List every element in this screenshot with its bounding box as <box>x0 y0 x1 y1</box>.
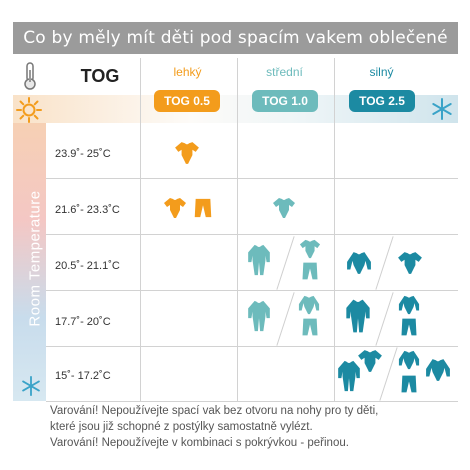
sleeper-icon <box>246 240 272 280</box>
pants-icon <box>399 316 419 338</box>
temperature-side-bar <box>13 123 46 401</box>
tog-badge-heavy: TOG 2.5 <box>349 90 415 112</box>
pants-icon <box>192 196 214 220</box>
snowflake-icon <box>21 376 41 401</box>
pants-icon <box>300 316 320 338</box>
grid-line <box>46 290 458 291</box>
temperature-row-label: 23.9˚- 25˚C <box>55 148 111 160</box>
bodysuit-icon <box>357 348 383 374</box>
divider-slash <box>276 236 295 290</box>
pants-icon <box>300 260 320 282</box>
column-heavy-label: silný <box>369 65 394 79</box>
temperature-row-label: 15˚- 17.2˚C <box>55 370 111 382</box>
column-medium-label: střední <box>266 65 303 79</box>
snowflake-icon <box>431 98 453 125</box>
page-title: Co by měly mít děti pod spacím vakem obl… <box>13 22 458 54</box>
sleeper-icon <box>344 296 372 336</box>
divider-slash <box>375 292 394 346</box>
sun-icon <box>16 97 42 128</box>
pants-icon <box>399 372 419 396</box>
warnings-text: Varování! Nepoužívejte spací vak bez otv… <box>50 403 460 451</box>
longsleeve-icon <box>344 250 374 276</box>
thermometer-icon <box>23 62 37 95</box>
grid-line <box>46 234 458 235</box>
bodysuit-icon <box>299 238 321 260</box>
room-temperature-label: Room Temperature <box>26 190 44 327</box>
tog-header: TOG <box>80 66 120 86</box>
temperature-row-label: 21.6˚- 23.3˚C <box>55 204 120 216</box>
temperature-row-label: 20.5˚- 21.1˚C <box>55 260 120 272</box>
warning-line: Varování! Nepoužívejte v kombinaci s pok… <box>50 437 349 449</box>
longsleeve-icon <box>396 349 422 371</box>
tog-badge-medium: TOG 1.0 <box>252 90 318 112</box>
longsleeve-icon <box>296 294 322 316</box>
grid-line <box>237 58 238 401</box>
longsleeve-icon <box>424 357 452 383</box>
bodysuit-icon <box>397 250 423 276</box>
grid-line <box>334 58 335 401</box>
grid-line <box>46 178 458 179</box>
divider-slash <box>276 292 295 346</box>
grid-line <box>46 401 458 402</box>
column-light-label: lehký <box>173 65 202 79</box>
grid-line <box>46 346 458 347</box>
longsleeve-icon <box>396 294 422 316</box>
grid-line <box>140 58 141 401</box>
bodysuit-icon <box>163 196 187 220</box>
divider-slash <box>375 236 394 290</box>
warning-line: Varování! Nepoužívejte spací vak bez otv… <box>50 405 379 417</box>
tog-badge-light: TOG 0.5 <box>154 90 220 112</box>
temperature-row-label: 17.7˚- 20˚C <box>55 316 111 328</box>
bodysuit-icon <box>174 140 200 166</box>
warning-line: které jsou již schopné z postýlky samost… <box>50 421 313 433</box>
sleeper-icon <box>246 296 272 336</box>
bodysuit-icon <box>272 196 296 220</box>
